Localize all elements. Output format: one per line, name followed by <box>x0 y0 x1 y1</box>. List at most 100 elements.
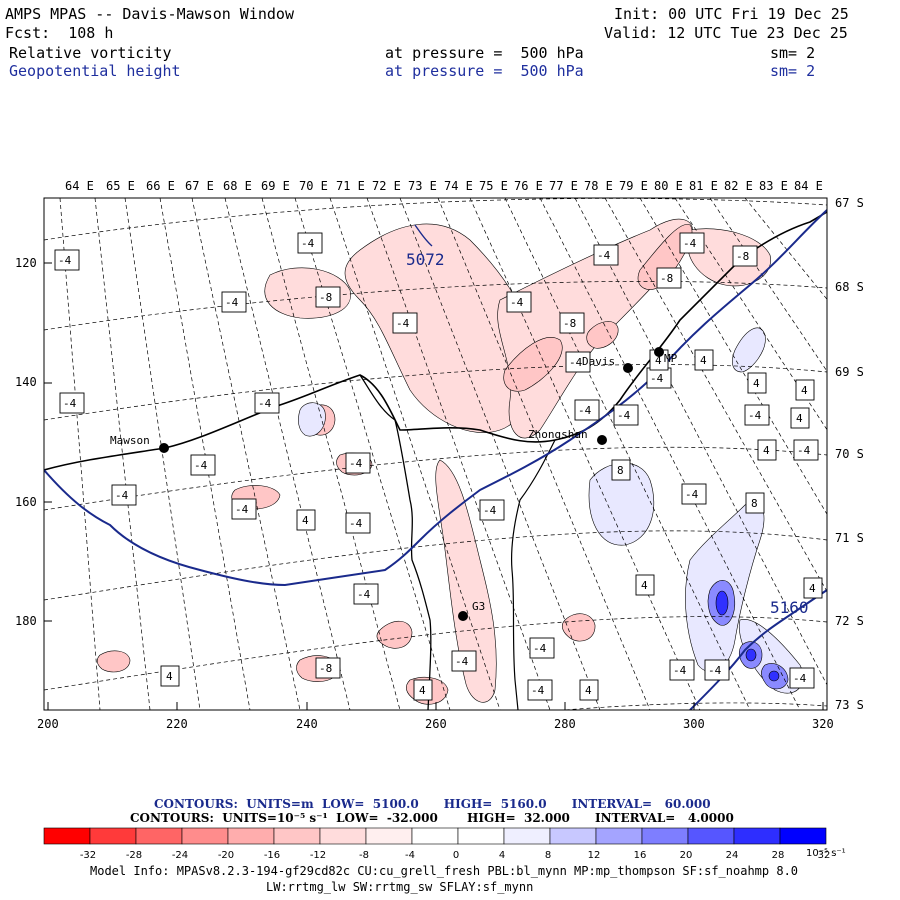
legend-tick-label: 20 <box>680 850 693 861</box>
positive-vorticity-strong <box>707 580 789 690</box>
vorticity-label: -4 <box>190 454 216 476</box>
vorticity-label: -4 <box>506 291 532 313</box>
legend-tick-label: 24 <box>726 850 739 861</box>
vorticity-label: 4 <box>790 407 810 429</box>
model-info-line2: LW:rrtmg_lw SW:rrtmg_sw SFLAY:sf_mynn <box>266 880 534 894</box>
vorticity-label-text: -4 <box>569 356 583 369</box>
vorticity-label-text: -8 <box>319 662 332 675</box>
height-contour-5100 <box>44 209 827 587</box>
vorticity-label-text: 4 <box>585 684 592 697</box>
vorticity-label-text: 4 <box>763 444 770 457</box>
vorticity-label-text: 4 <box>419 684 426 697</box>
top-axis-label: 72 E <box>372 179 401 193</box>
vorticity-label-text: -4 <box>349 457 363 470</box>
top-axis-label: 68 E <box>223 179 252 193</box>
vorticity-labels: -4 -4 -4 -4 -4 -8 -4 -4 -8 -4 -8 -4 4 -4… <box>54 232 823 701</box>
vorticity-label-text: -4 <box>115 489 129 502</box>
height-label-5072: 5072 <box>406 250 445 269</box>
vorticity-label-text: -4 <box>673 664 687 677</box>
vorticity-label: -4 <box>593 244 619 266</box>
bottom-axis-label: 320 <box>812 717 834 731</box>
vorticity-label-text: -4 <box>597 249 611 262</box>
legend-tick-label: -4 <box>405 850 415 861</box>
height-contour-5160 <box>689 589 827 710</box>
vorticity-label-text: -4 <box>455 655 469 668</box>
vorticity-label-text: -4 <box>685 488 699 501</box>
vorticity-label: 4 <box>296 509 316 531</box>
top-axis-label: 74 E <box>444 179 473 193</box>
station-marker <box>623 363 633 373</box>
vorticity-label: 4 <box>635 574 655 596</box>
legend-tick-label: -12 <box>310 850 326 861</box>
vorticity-label: -4 <box>231 498 257 520</box>
vorticity-label: -4 <box>646 367 672 389</box>
vorticity-label-text: -4 <box>793 672 807 685</box>
top-axis-label: 82 E <box>724 179 753 193</box>
legend-color-cell <box>503 827 551 845</box>
vorticity-label: -8 <box>559 312 585 334</box>
right-axis-label: 72 S <box>835 614 864 628</box>
legend-color-cell <box>319 827 367 845</box>
legend-unit: 10⁻⁵ s⁻¹ <box>806 848 846 859</box>
vorticity-label-text: -4 <box>225 296 239 309</box>
vorticity-label: -8 <box>656 267 682 289</box>
legend-color-cell <box>641 827 689 845</box>
bottom-axis-label: 300 <box>683 717 705 731</box>
legend-tick-label: 28 <box>772 850 785 861</box>
vorticity-label-text: -4 <box>708 664 722 677</box>
legend-color-cell <box>365 827 413 845</box>
top-axis-label: 71 E <box>336 179 365 193</box>
vorticity-label: -8 <box>732 245 758 267</box>
positive-vorticity-core <box>715 590 780 682</box>
vorticity-label-text: -4 <box>301 237 315 250</box>
right-axis-label: 69 S <box>835 365 864 379</box>
height-contour-north <box>414 224 433 247</box>
legend-tick-label: 12 <box>588 850 601 861</box>
bottom-axis-label: 240 <box>296 717 318 731</box>
vorticity-label: -4 <box>669 659 695 681</box>
contour-info-vorticity: CONTOURS: UNITS=10⁻⁵ s⁻¹ LOW= -32.000 HI… <box>130 811 734 825</box>
color-legend: -32 -28 -24 -20 -16 -12 -8 -4 0 4 8 12 16 20 24 28 3210⁻… <box>43 827 846 861</box>
bottom-axis-label: 260 <box>425 717 447 731</box>
vorticity-label: -4 <box>789 667 815 689</box>
vorticity-label-text: -4 <box>533 642 547 655</box>
legend-tick-label: -16 <box>264 850 280 861</box>
init-time: Init: 00 UTC Fri 19 Dec 25 <box>614 5 849 23</box>
legend-color-cell <box>779 827 827 845</box>
vorticity-label: -4 <box>744 404 770 426</box>
vorticity-label-text: -4 <box>617 409 631 422</box>
vorticity-label-text: -4 <box>63 397 77 410</box>
vorticity-label: -4 <box>529 637 555 659</box>
left-axis-label: 160 <box>15 495 37 509</box>
station-marker <box>159 443 169 453</box>
vorticity-label: -4 <box>54 249 80 271</box>
legend-tick-label: 8 <box>545 850 551 861</box>
station-davis: Davis <box>582 355 633 373</box>
right-axis-label: 67 S <box>835 196 864 210</box>
vorticity-label: -4 <box>565 351 591 373</box>
vorticity-label-text: -4 <box>748 409 762 422</box>
top-axis-label: 76 E <box>514 179 543 193</box>
vorticity-label-text: -4 <box>235 503 249 516</box>
top-axis-label: 70 E <box>299 179 328 193</box>
top-axis-label: 79 E <box>619 179 648 193</box>
legend-color-cell <box>227 827 275 845</box>
top-axis-label: 67 E <box>185 179 214 193</box>
vorticity-label-text: 4 <box>302 514 309 527</box>
legend-tick-label: -8 <box>359 850 369 861</box>
field1-name: Relative vorticity <box>9 44 172 62</box>
vorticity-label: -4 <box>574 399 600 421</box>
legend-tick-label: -28 <box>126 850 142 861</box>
vorticity-label: -4 <box>704 659 730 681</box>
vorticity-label: 4 <box>413 679 433 701</box>
field1-pressure: at pressure = 500 hPa <box>385 44 584 62</box>
station-label: Mawson <box>110 434 150 447</box>
legend-tick-label: -20 <box>218 850 234 861</box>
legend-color-cell <box>457 827 505 845</box>
vorticity-label-text: -4 <box>483 504 497 517</box>
coastline <box>44 211 827 471</box>
top-axis-label: 64 E <box>65 179 94 193</box>
vorticity-label: 4 <box>803 577 823 599</box>
vorticity-label: -4 <box>221 291 247 313</box>
